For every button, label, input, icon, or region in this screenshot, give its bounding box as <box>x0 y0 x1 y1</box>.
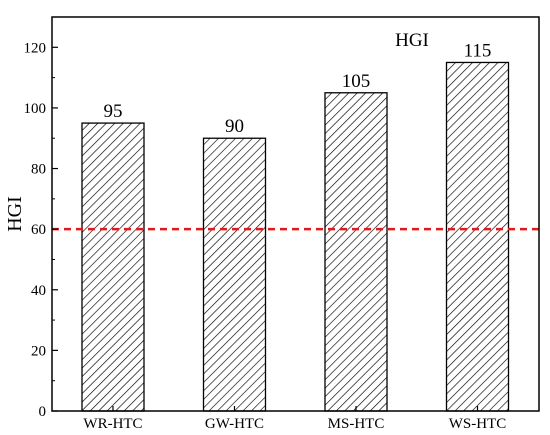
plot-frame <box>51 16 540 412</box>
data-label-ws-htc: 115 <box>464 40 492 61</box>
y-tick-label: 0 <box>39 404 47 420</box>
bar-gw-htc <box>202 137 267 412</box>
y-tick-label: 120 <box>24 40 47 56</box>
y-axis-title: HGI <box>4 196 26 232</box>
data-label-gw-htc: 90 <box>225 116 244 137</box>
bar-ms-htc <box>324 92 388 412</box>
data-label-ms-htc: 105 <box>342 71 371 92</box>
x-tick-label-wr-htc: WR-HTC <box>83 416 142 432</box>
bars-layer <box>81 61 510 412</box>
y-axis: 0 20 40 60 80 100 120 <box>24 40 58 420</box>
legend-label: HGI <box>395 30 429 51</box>
data-label-wr-htc: 95 <box>104 101 123 122</box>
bar-ws-htc <box>445 61 510 412</box>
bar-wr-htc <box>81 122 145 412</box>
y-tick-label: 60 <box>31 222 46 238</box>
y-tick-label: 80 <box>31 162 46 178</box>
y-tick-label: 20 <box>31 343 46 359</box>
x-tick-label-ws-htc: WS-HTC <box>449 416 507 432</box>
x-axis: WR-HTC GW-HTC MS-HTC WS-HTC <box>83 406 506 432</box>
x-tick-label-ms-htc: MS-HTC <box>328 416 385 432</box>
y-tick-label: 40 <box>31 283 46 299</box>
x-tick-label-gw-htc: GW-HTC <box>205 416 264 432</box>
y-tick-label: 100 <box>24 101 47 117</box>
data-labels-layer: 95 90 105 115 <box>104 40 492 137</box>
